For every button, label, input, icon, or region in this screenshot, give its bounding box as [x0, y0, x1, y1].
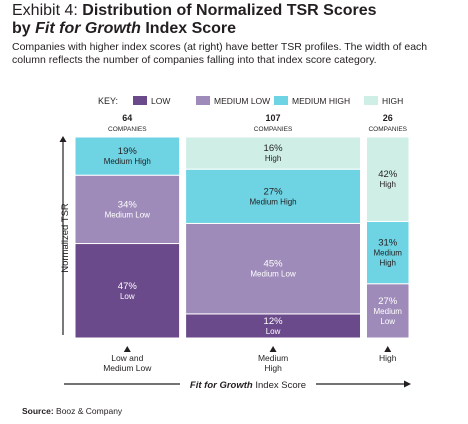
segment-name-col2-high: High: [265, 154, 281, 163]
category-label-2: High: [264, 363, 282, 373]
segment-value-col2-medium-low: 45%: [264, 259, 284, 270]
segment-name-col3-high: High: [380, 180, 396, 189]
segment-col3-medium-high: [366, 220, 410, 285]
segment-name-col3-medium-high: Medium: [374, 249, 403, 258]
legend-label-medium-high: MEDIUM HIGH: [292, 96, 350, 106]
y-axis-arrowhead: [59, 136, 67, 142]
segment-value-col1-medium-high: 19%: [118, 146, 138, 157]
x-axis-arrowhead: [404, 380, 411, 388]
category-label-1: Medium Low: [103, 363, 152, 373]
segment-name-col2-medium-high: Medium High: [249, 197, 296, 206]
title-brand: Fit for Growth: [35, 20, 141, 37]
x-axis-label-brand: Fit for Growth: [190, 380, 255, 391]
segment-name-col3-medium-low: Medium: [374, 307, 403, 316]
category-marker-1: [123, 346, 131, 352]
category-marker-2: [269, 346, 277, 352]
x-axis-label-bg: [180, 377, 316, 391]
segment-name-col1-medium-high: Medium High: [104, 157, 151, 166]
column-1-companies-label: COMPANIES: [108, 126, 147, 133]
legend-label-high: HIGH: [382, 96, 403, 106]
title-by: by: [12, 20, 31, 37]
y-axis-label: Normalized TSR: [60, 203, 71, 273]
chart-subtitle: Companies with higher index scores (at r…: [12, 41, 428, 66]
source-value: Booz & Company: [56, 406, 123, 416]
segment-name-col1-low: Low: [120, 292, 135, 301]
category-label-2: Medium: [258, 353, 288, 363]
legend-swatch-medium-low: [196, 96, 210, 105]
segment-name-col3-medium-high: High: [380, 259, 396, 268]
segment-value-col2-high: 16%: [264, 143, 284, 154]
title-line1: Distribution of Normalized TSR Scores: [82, 2, 377, 19]
category-label-3: High: [379, 353, 397, 363]
segment-name-col2-medium-low: Medium Low: [250, 270, 296, 279]
x-axis-label-rest: Index Score: [255, 380, 306, 391]
column-3-count: 26: [383, 113, 393, 123]
segment-value-col3-medium-high: 31%: [378, 238, 398, 249]
segment-col2-medium-low: [185, 222, 362, 315]
segment-col1-low: [74, 243, 181, 339]
segment-value-col3-medium-low: 27%: [378, 296, 398, 307]
segment-value-col2-low: 12%: [264, 316, 284, 327]
segment-value-col2-medium-high: 27%: [264, 186, 284, 197]
segment-col1-medium-high: [74, 136, 181, 176]
category-marker-3: [384, 346, 392, 352]
segment-value-col1-medium-low: 34%: [118, 199, 138, 210]
segment-value-col3-high: 42%: [378, 169, 398, 180]
column-2-companies-label: COMPANIES: [254, 126, 293, 133]
column-2-count: 107: [266, 113, 281, 123]
legend-label-medium-low: MEDIUM LOW: [214, 96, 270, 106]
segment-col2-high: [185, 136, 362, 170]
segment-col1-medium-low: [74, 174, 181, 245]
title-rest: Index Score: [145, 20, 237, 37]
legend-key-label: KEY:: [98, 96, 118, 106]
segment-col2-medium-high: [185, 168, 362, 224]
segment-name-col2-low: Low: [266, 327, 281, 336]
category-label-1: Low and: [111, 353, 143, 363]
source-label: Source:: [22, 406, 54, 416]
column-3-companies-label: COMPANIES: [368, 126, 407, 133]
segment-name-col1-medium-low: Medium Low: [105, 210, 151, 219]
legend-label-low: LOW: [151, 96, 170, 106]
legend-swatch-medium-high: [274, 96, 288, 105]
x-axis-label: Fit for Growth Index Score: [190, 380, 306, 391]
legend-swatch-low: [133, 96, 147, 105]
chart-title: Exhibit 4: Distribution of Normalized TS…: [12, 2, 462, 38]
legend-swatch-high: [364, 96, 378, 105]
segment-name-col3-medium-low: Low: [380, 317, 395, 326]
column-1-count: 64: [122, 113, 132, 123]
segment-col2-low: [185, 313, 362, 339]
source-note: Source: Booz & Company: [22, 406, 122, 416]
exhibit-label: Exhibit 4:: [12, 2, 78, 19]
segment-value-col1-low: 47%: [118, 281, 138, 292]
segment-col3-high: [366, 136, 410, 222]
